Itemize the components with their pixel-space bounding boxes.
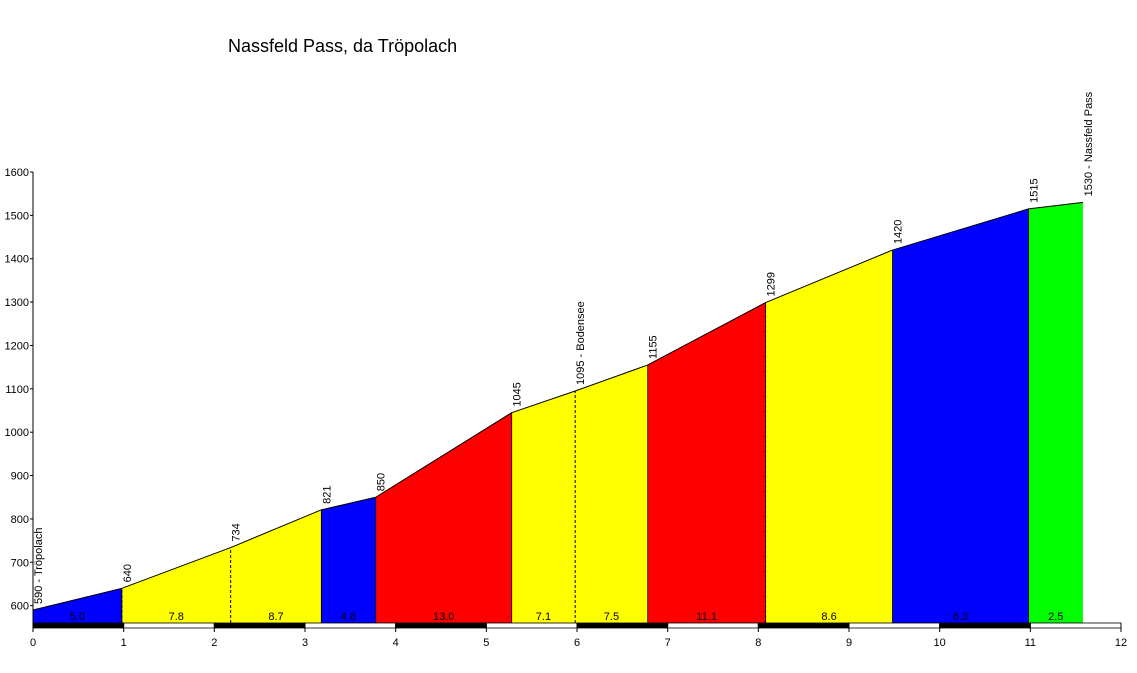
- y-tick-label: 1000: [5, 427, 29, 439]
- gradient-label: 13.0: [433, 611, 454, 623]
- gradient-label: 6.3: [953, 611, 968, 623]
- gradient-label: 2.5: [1048, 611, 1063, 623]
- y-tick-label: 1300: [5, 297, 29, 309]
- gradient-label: 7.5: [604, 611, 619, 623]
- profile-line: [32, 201, 1083, 611]
- x-tick-label: 2: [211, 637, 217, 649]
- profile-segment-1: [121, 547, 231, 623]
- gradient-label: 5.0: [70, 611, 85, 623]
- y-tick-label: 1500: [5, 210, 29, 222]
- x-tick-label: 11: [1025, 637, 1036, 649]
- gradient-label: 8.6: [821, 611, 836, 623]
- gradient-label: 11.1: [696, 611, 717, 623]
- km-bar-segment: [123, 622, 215, 629]
- elevation-label: 1530 - Nassfeld Pass: [1083, 91, 1095, 196]
- profile-segment-6: [575, 364, 648, 623]
- x-tick-label: 1: [121, 637, 127, 649]
- x-tick-label: 7: [665, 637, 671, 649]
- gradient-label: 7.1: [536, 611, 551, 623]
- km-bar-segment: [395, 622, 487, 629]
- profile-segment-8: [765, 250, 893, 624]
- plot-area: 6007008009001000110012001300140015001600…: [5, 91, 1128, 649]
- elevation-label: 640: [122, 564, 134, 582]
- km-bar-segment: [1029, 622, 1122, 629]
- elevation-label: 1299: [766, 272, 778, 296]
- x-tick-label: 10: [934, 637, 946, 649]
- chart-title: Nassfeld Pass, da Tröpolach: [228, 36, 457, 56]
- x-tick-label: 12: [1115, 637, 1127, 649]
- y-tick-label: 700: [11, 557, 29, 569]
- x-tick-label: 3: [302, 637, 308, 649]
- profile-segment-7: [647, 302, 766, 623]
- elevation-label: 1155: [648, 335, 660, 359]
- x-tick-label: 5: [483, 637, 489, 649]
- elevation-label: 1515: [1029, 178, 1041, 202]
- x-tick-label: 9: [846, 637, 852, 649]
- profile-segment-0: [33, 588, 122, 623]
- elevation-label: 821: [321, 485, 333, 503]
- profile-segment-4: [375, 412, 512, 623]
- x-tick-label: 8: [755, 637, 761, 649]
- elevation-label: 1095 - Bodensee: [575, 301, 587, 385]
- x-tick-label: 4: [393, 637, 399, 649]
- y-tick-label: 1100: [5, 384, 29, 396]
- km-bar-segment: [32, 622, 125, 629]
- profile-segment-3: [321, 497, 376, 623]
- y-tick-label: 600: [11, 601, 29, 613]
- km-bar-segment: [667, 622, 759, 629]
- gradient-label: 7.8: [169, 611, 184, 623]
- km-bar-segment: [939, 622, 1031, 629]
- y-tick-label: 1400: [5, 254, 29, 266]
- elevation-label: 590 - Tröpolach: [33, 528, 45, 604]
- profile-segment-9: [892, 208, 1029, 623]
- km-bar-segment: [485, 622, 578, 629]
- y-tick-label: 800: [11, 514, 29, 526]
- km-bar-segment: [757, 622, 850, 629]
- y-tick-label: 900: [11, 471, 29, 483]
- profile-segment-5: [511, 390, 576, 623]
- elevation-label: 850: [376, 473, 388, 491]
- gradient-label: 8.7: [268, 611, 283, 623]
- y-tick-label: 1200: [5, 340, 29, 352]
- km-bar-segment: [304, 622, 397, 629]
- km-bar-segment: [848, 622, 941, 629]
- profile-segment-10: [1028, 202, 1083, 623]
- km-bar-segment: [576, 622, 669, 629]
- gradient-label: 4.8: [341, 611, 356, 623]
- profile-segment-2: [230, 509, 322, 623]
- elevation-label: 1420: [893, 220, 905, 244]
- km-bar-segment: [213, 622, 306, 629]
- elevation-label: 1045: [512, 382, 524, 406]
- y-tick-label: 1600: [5, 167, 29, 179]
- x-tick-label: 0: [30, 637, 36, 649]
- x-tick-label: 6: [574, 637, 580, 649]
- elevation-label: 734: [231, 523, 243, 541]
